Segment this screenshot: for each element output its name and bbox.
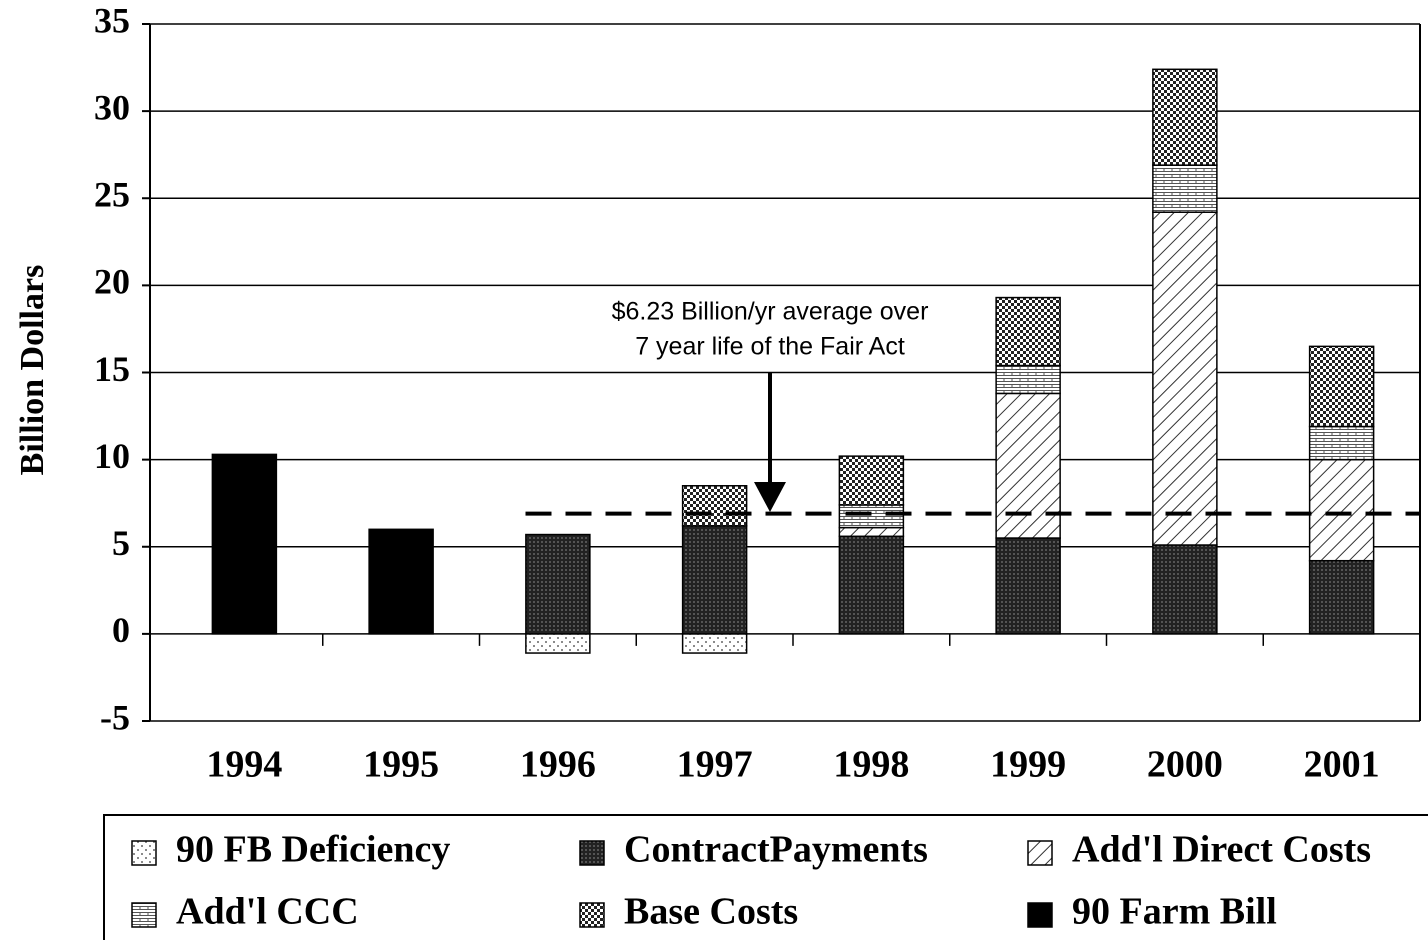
bar-segment xyxy=(525,533,591,635)
bar-segment xyxy=(368,528,434,635)
y-tick-label: 20 xyxy=(94,262,130,302)
legend-label: Base Costs xyxy=(624,891,798,933)
legend-swatch xyxy=(579,840,605,866)
bar-segment xyxy=(1152,68,1218,166)
legend-label: Add'l Direct Costs xyxy=(1072,829,1371,871)
annotation: 7 year life of the Fair Act xyxy=(635,333,905,361)
bar-segment xyxy=(1308,559,1375,635)
legend-swatch xyxy=(131,902,157,928)
bar-segment xyxy=(838,504,905,529)
bar-segment xyxy=(1152,544,1218,635)
bar-segment xyxy=(1152,164,1218,213)
bar-segment xyxy=(1152,211,1218,546)
y-tick-label: 15 xyxy=(94,349,130,389)
x-tick-label: 2001 xyxy=(1304,744,1380,786)
legend-label: ContractPayments xyxy=(624,829,928,871)
legend-label: Add'l CCC xyxy=(176,891,359,933)
bar-segment xyxy=(681,525,748,635)
bar-segment xyxy=(1308,425,1375,461)
bar-segment xyxy=(1308,345,1375,428)
bar-segment xyxy=(838,535,905,635)
legend-label: 90 Farm Bill xyxy=(1072,891,1277,933)
bar-segment xyxy=(525,633,591,654)
bar-segment xyxy=(995,296,1061,367)
y-tick-label: 30 xyxy=(94,87,130,127)
bar-segment xyxy=(838,526,905,538)
bar-segment xyxy=(838,455,905,506)
y-axis-label: Billion Dollars xyxy=(14,265,51,476)
y-tick-label: -5 xyxy=(100,697,130,737)
x-tick-label: 1998 xyxy=(833,744,909,786)
bar-segment xyxy=(1308,458,1375,562)
legend-swatch xyxy=(1027,840,1053,866)
y-tick-label: 25 xyxy=(94,175,130,215)
y-tick-label: 5 xyxy=(112,523,130,563)
x-tick-label: 1997 xyxy=(677,744,753,786)
legend-swatch xyxy=(579,902,605,928)
legend-box xyxy=(103,814,1428,940)
x-tick-label: 1995 xyxy=(363,744,439,786)
y-tick-label: 35 xyxy=(94,0,130,40)
bar-segment xyxy=(995,537,1061,635)
legend-swatch xyxy=(1027,902,1053,928)
legend-swatch xyxy=(131,840,157,866)
legend-label: 90 FB Deficiency xyxy=(176,829,450,871)
bar-segment xyxy=(681,485,748,527)
annotation: $6.23 Billion/yr average over xyxy=(612,298,929,326)
x-tick-label: 1999 xyxy=(990,744,1066,786)
x-tick-label: 1996 xyxy=(520,744,596,786)
bar-segment xyxy=(211,453,278,635)
bar-segment xyxy=(681,633,748,654)
y-tick-label: 0 xyxy=(112,610,130,650)
arrow-head xyxy=(754,482,786,512)
bar-segment xyxy=(995,364,1061,395)
x-tick-label: 1994 xyxy=(206,744,282,786)
bar-segment xyxy=(995,392,1061,539)
y-tick-label: 10 xyxy=(94,436,130,476)
x-tick-label: 2000 xyxy=(1147,744,1223,786)
